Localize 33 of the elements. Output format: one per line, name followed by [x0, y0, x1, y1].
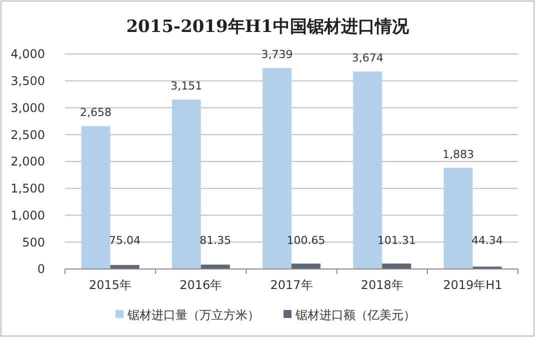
bar: [382, 264, 412, 269]
text: 3,151: [170, 80, 202, 93]
y-tick-label: 3,000: [10, 100, 45, 115]
chart-title: 2015-2019年H1中国锯材进口情况: [126, 17, 410, 37]
bar: [200, 264, 230, 269]
text: 101.31: [377, 234, 416, 247]
text: 44.34: [471, 234, 503, 247]
y-tick-label: 2,500: [10, 128, 45, 142]
y-tick-label: 1,500: [10, 182, 45, 196]
bar: [444, 168, 473, 269]
x-tick-label: 2015年: [89, 278, 132, 292]
text: 3,674: [352, 52, 384, 65]
x-tick-label: 2017年: [270, 278, 313, 292]
y-tick-label: 2,000: [10, 154, 45, 169]
bar: [172, 100, 201, 269]
y-tick-label: 1,000: [10, 208, 45, 222]
y-tick-label: 4,000: [10, 47, 45, 62]
x-tick-label: 2019年H1: [443, 278, 502, 292]
legend-label: 锯材进口额（亿美元）: [294, 308, 416, 322]
text: 1,883: [442, 148, 474, 161]
text: 81.35: [200, 234, 232, 247]
bar: [292, 264, 320, 269]
legend-label: 锯材进口量（万立方米）: [126, 308, 260, 322]
text: 100.65: [286, 234, 326, 247]
y-tick-label: 0: [37, 262, 45, 276]
bar: [81, 126, 110, 269]
text: 75.04: [109, 234, 141, 247]
x-tick-label: 2018年: [360, 278, 404, 292]
y-tick-label: 500: [22, 235, 45, 250]
text: 2,658: [80, 106, 112, 120]
text: 3,739: [261, 48, 293, 62]
y-tick-label: 3,500: [10, 74, 45, 88]
x-tick-label: 2016年: [180, 278, 222, 292]
